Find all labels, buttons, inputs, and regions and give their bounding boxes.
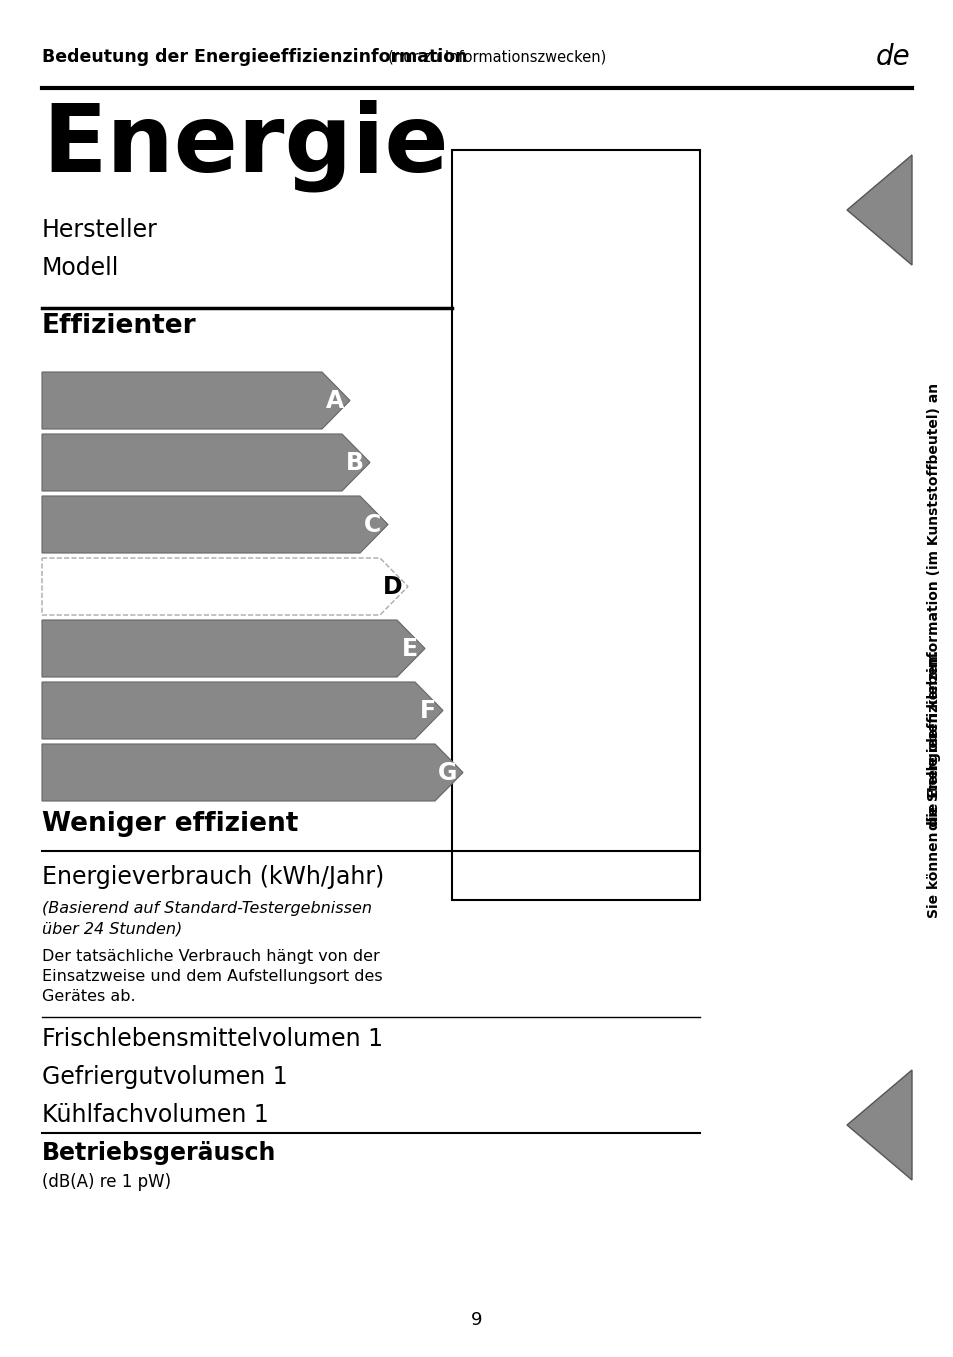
Text: (Basierend auf Standard-Testergebnissen: (Basierend auf Standard-Testergebnissen <box>42 901 372 916</box>
Polygon shape <box>846 155 911 265</box>
Text: Kühlfachvolumen 1: Kühlfachvolumen 1 <box>42 1103 269 1128</box>
Text: Der tatsächliche Verbrauch hängt von der
Einsatzweise und dem Aufstellungsort de: Der tatsächliche Verbrauch hängt von der… <box>42 949 382 1004</box>
Text: Energieverbrauch (kWh/Jahr): Energieverbrauch (kWh/Jahr) <box>42 864 384 889</box>
Text: Sie können die Energieeffizienzinformation (im Kunststoffbeutel) an: Sie können die Energieeffizienzinformati… <box>926 383 940 917</box>
Text: (nur zu Informationszwecken): (nur zu Informationszwecken) <box>388 49 605 65</box>
Text: Weniger effizient: Weniger effizient <box>42 811 298 837</box>
Polygon shape <box>42 434 370 491</box>
Text: Hersteller: Hersteller <box>42 218 157 242</box>
Text: B: B <box>345 451 363 475</box>
Polygon shape <box>42 683 442 740</box>
Text: C: C <box>364 513 381 536</box>
Text: E: E <box>401 636 417 661</box>
Text: F: F <box>419 699 436 722</box>
Bar <box>452 151 700 900</box>
Text: D: D <box>382 574 402 598</box>
Polygon shape <box>42 497 388 554</box>
Text: die Stelle oben kleben.: die Stelle oben kleben. <box>926 650 940 830</box>
Text: 9: 9 <box>471 1311 482 1329</box>
Polygon shape <box>42 744 462 801</box>
Text: Effizienter: Effizienter <box>42 313 196 339</box>
Polygon shape <box>846 1071 911 1181</box>
Text: Modell: Modell <box>42 256 119 280</box>
Text: über 24 Stunden): über 24 Stunden) <box>42 921 182 936</box>
Polygon shape <box>42 620 424 677</box>
Polygon shape <box>42 558 408 615</box>
Text: de: de <box>874 43 909 71</box>
Text: Bedeutung der Energieeffizienzinformation: Bedeutung der Energieeffizienzinformatio… <box>42 47 467 66</box>
Polygon shape <box>42 372 350 429</box>
Text: A: A <box>325 388 343 413</box>
Text: (dB(A) re 1 pW): (dB(A) re 1 pW) <box>42 1172 171 1191</box>
Text: Energie: Energie <box>42 100 448 193</box>
Text: G: G <box>437 760 456 784</box>
Text: Gefriergutvolumen 1: Gefriergutvolumen 1 <box>42 1065 287 1090</box>
Text: Frischlebensmittelvolumen 1: Frischlebensmittelvolumen 1 <box>42 1027 382 1052</box>
Text: Betriebsgeräusch: Betriebsgeräusch <box>42 1141 276 1166</box>
